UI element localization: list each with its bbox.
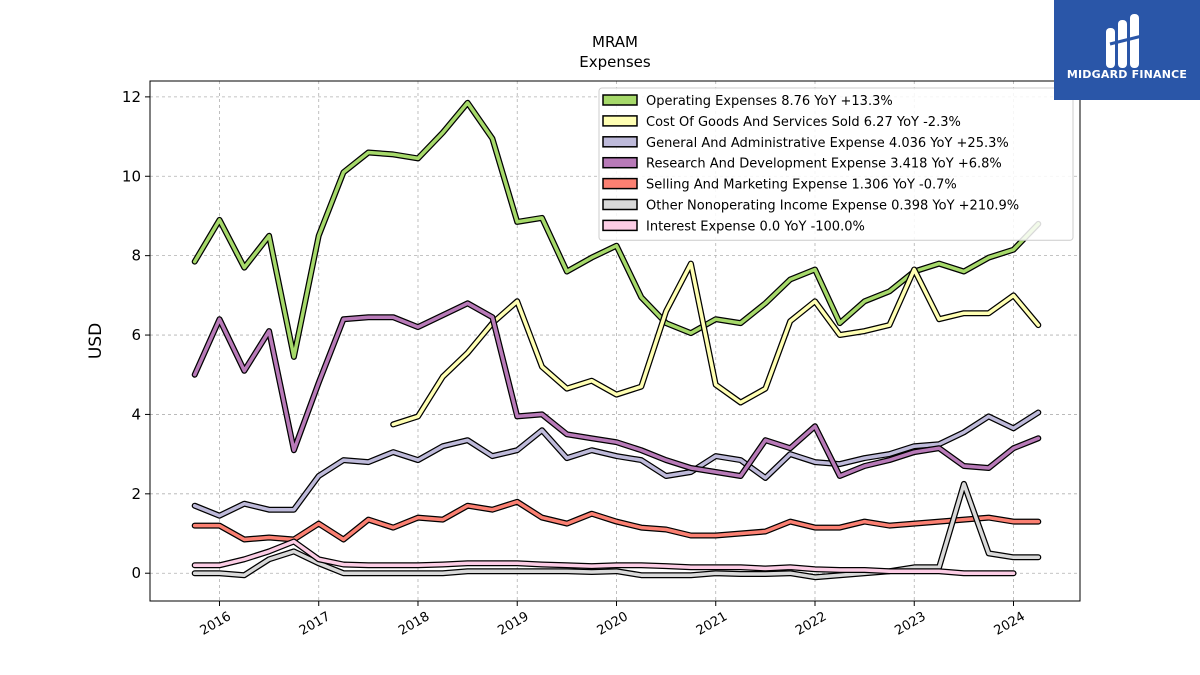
legend-entry: Research And Development Expense 3.418 Y…: [646, 157, 1002, 172]
legend-entry: General And Administrative Expense 4.036…: [646, 136, 1009, 151]
series-outline: [191, 409, 1042, 519]
brand-logo: MIDGARD FINANCE: [1054, 0, 1200, 100]
legend-swatch: [602, 198, 638, 211]
x-tick-label: 2017: [297, 609, 333, 639]
x-tick-label: 2016: [198, 609, 234, 639]
y-tick-label: 6: [131, 326, 141, 344]
series-lines: [191, 99, 1042, 581]
x-tick-label: 2021: [694, 609, 730, 639]
series-line: [390, 260, 1042, 428]
legend-swatch: [602, 94, 638, 106]
y-tick-label: 2: [131, 485, 141, 503]
legend-entry: Interest Expense 0.0 YoY -100.0%: [646, 219, 865, 234]
legend-swatch: [602, 156, 638, 169]
series-stroke: [192, 410, 1041, 518]
legend-swatch: [602, 115, 638, 127]
series-line: [191, 498, 1042, 543]
legend-entry: Cost Of Goods And Services Sold 6.27 YoY…: [646, 115, 961, 130]
series-line: [191, 99, 1042, 360]
series-stroke: [192, 301, 1041, 478]
legend-swatch: [602, 219, 638, 232]
x-tick-label: 2019: [495, 609, 531, 639]
legend-entry: Operating Expenses 8.76 YoY +13.3%: [646, 94, 893, 109]
x-tick-label: 2023: [892, 609, 928, 639]
x-tick-label: 2018: [396, 609, 432, 639]
series-line: [191, 409, 1042, 519]
x-axis-ticks: 2016 2017 2018 2019 2020 2021 2022 2023 2024: [198, 601, 1028, 639]
legend-entry: Selling And Marketing Expense 1.306 YoY …: [646, 178, 957, 193]
x-tick-label: 2022: [793, 609, 829, 639]
series-line: [191, 300, 1042, 479]
series-stroke: [192, 500, 1041, 542]
legend: Operating Expenses 8.76 YoY +13.3% Cost O…: [598, 87, 1074, 241]
x-tick-label: 2024: [992, 609, 1028, 639]
series-stroke: [192, 101, 1041, 359]
y-axis-ticks: 0 2 4 6 8 10 12: [122, 88, 150, 582]
chart-subtitle: Expenses: [579, 53, 651, 71]
y-tick-label: 4: [131, 405, 141, 423]
y-axis-label: USD: [86, 323, 106, 359]
legend-box: [598, 87, 1074, 241]
series-line: [191, 538, 1017, 577]
legend-entry: Other Nonoperating Income Expense 0.398 …: [646, 199, 1019, 214]
legend-swatch: [602, 136, 638, 148]
series-stroke: [192, 539, 1016, 575]
legend-swatch: [602, 177, 638, 190]
y-tick-label: 0: [131, 564, 141, 582]
y-tick-label: 8: [131, 247, 141, 265]
brand-logo-text: MIDGARD FINANCE: [1066, 68, 1188, 81]
logo-mark-icon: [1106, 14, 1143, 68]
y-tick-label: 12: [122, 88, 141, 106]
y-tick-label: 10: [122, 167, 141, 185]
chart-title: MRAM: [592, 33, 638, 51]
series-stroke: [391, 261, 1041, 427]
plot-frame: [149, 80, 1081, 602]
x-tick-label: 2020: [595, 609, 631, 639]
